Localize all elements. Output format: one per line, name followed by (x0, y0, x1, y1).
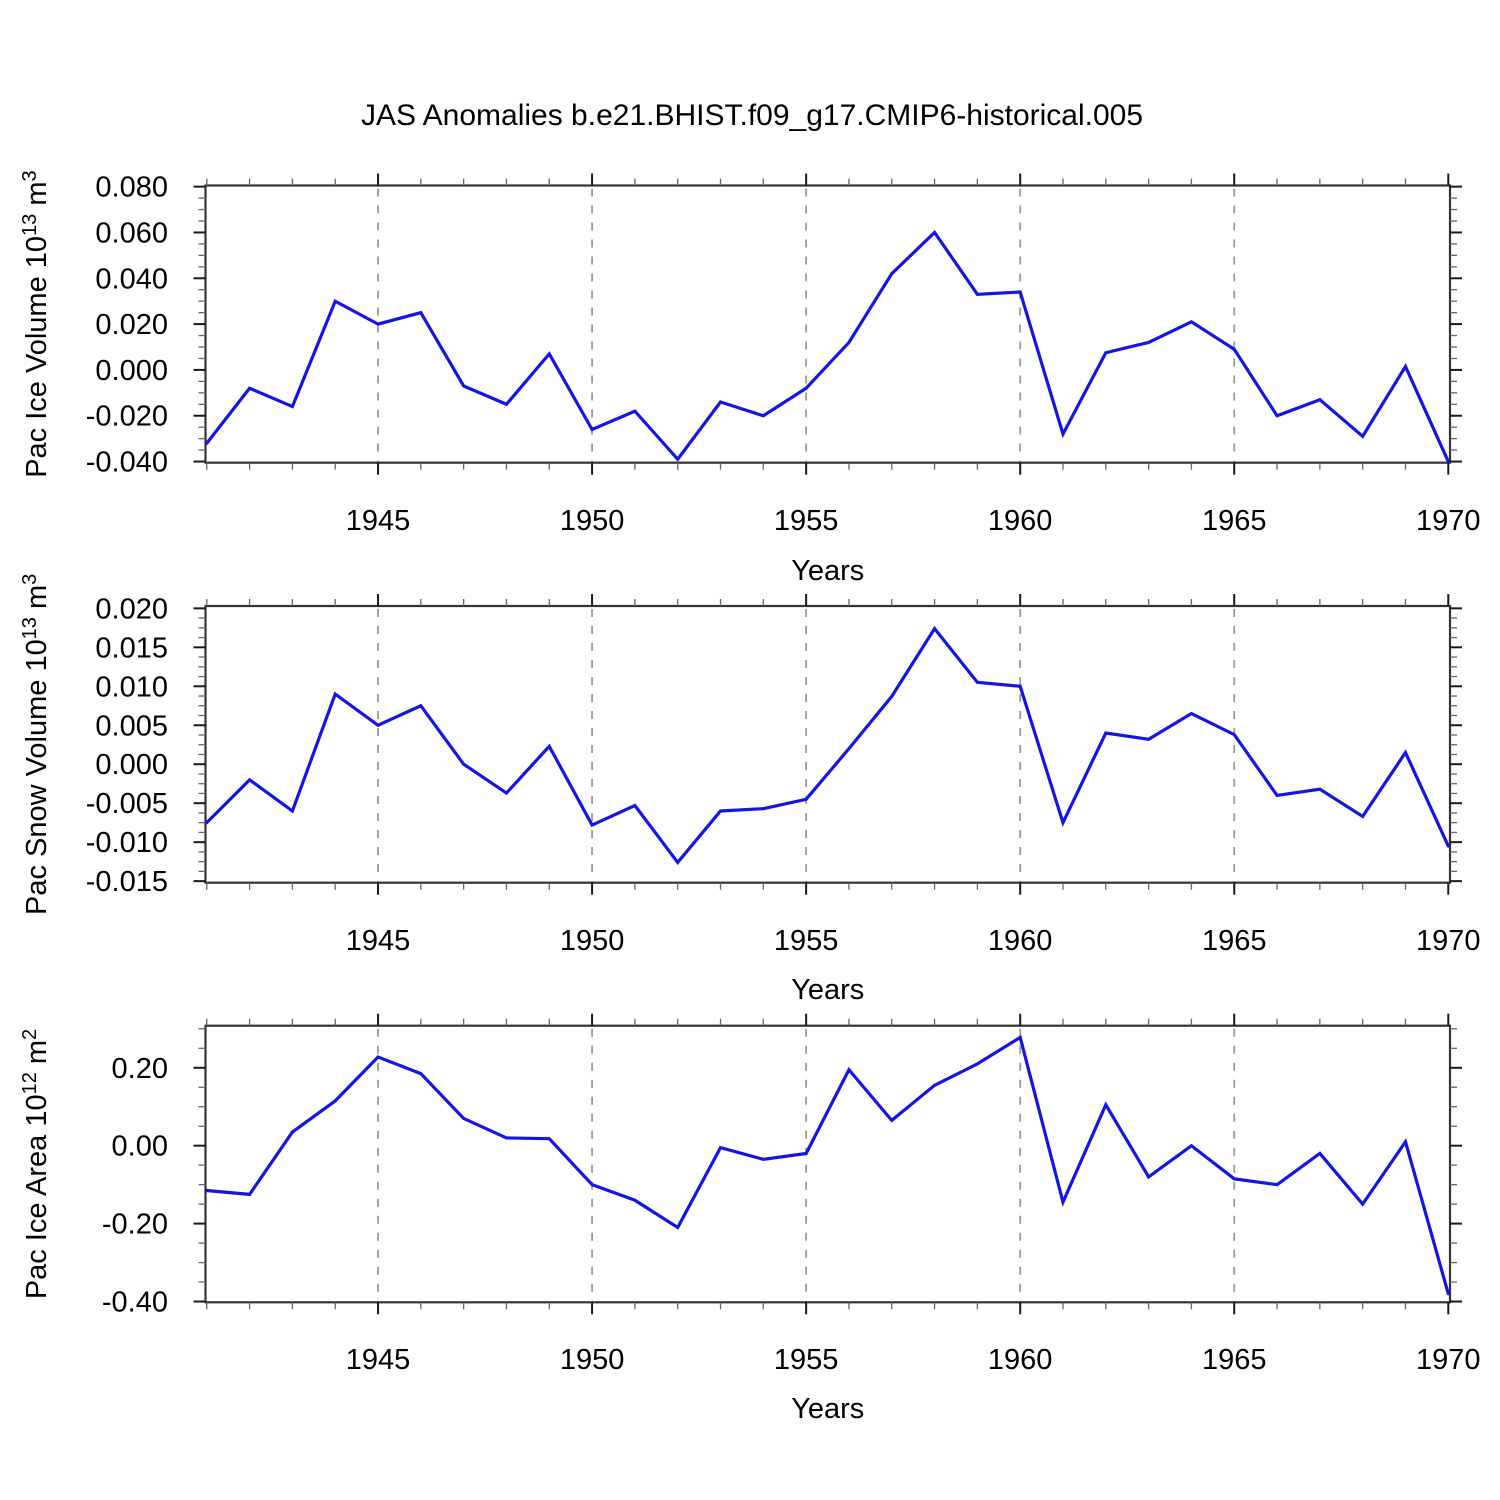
x-tick-label: 1955 (774, 1344, 839, 1376)
x-axis-title: Years (791, 1393, 864, 1425)
panel-2-tick-labels: 1945 1950 1955 1960 1965 1970 0.020 0.015 0.010 0… (86, 593, 1481, 957)
series-line-panel-2 (205, 625, 1450, 866)
x-tick-label: 1955 (774, 505, 839, 537)
y-axis-title: Pac Ice Volume 1013 m3 (19, 170, 53, 477)
y-tick-label: 0.000 (95, 749, 168, 781)
panel-1-gridlines (377, 188, 1236, 462)
y-tick-label: 0.005 (95, 710, 168, 742)
panel-1-ticks (193, 173, 1462, 475)
x-tick-label: 1945 (346, 1344, 411, 1376)
y-tick-label: 0.040 (95, 263, 168, 295)
x-tick-label: 1965 (1202, 1344, 1267, 1376)
plot-frame (204, 604, 1452, 884)
y-tick-label: 0.010 (95, 671, 168, 703)
plot-frame (204, 184, 1452, 464)
chart-title: JAS Anomalies b.e21.BHIST.f09_g17.CMIP6-… (361, 99, 1143, 132)
x-tick-label: 1945 (346, 925, 411, 957)
y-tick-label: -0.40 (102, 1287, 168, 1319)
y-tick-label: 0.20 (112, 1053, 168, 1085)
y-tick-label: 0.000 (95, 355, 168, 387)
series-line-panel-3 (205, 1034, 1450, 1296)
panel-2-ticks (193, 594, 1462, 895)
x-tick-label: 1970 (1416, 505, 1481, 537)
x-axis-title: Years (791, 974, 864, 1006)
x-tick-label: 1950 (560, 1344, 625, 1376)
panel-3-ticks (193, 1013, 1462, 1315)
y-tick-label: -0.20 (102, 1209, 168, 1241)
x-tick-label: 1965 (1202, 505, 1267, 537)
y-tick-label: 0.080 (95, 172, 168, 204)
panel-3: 1945 1950 1955 1960 1965 1970 0.20 0.00 -0.20 -0.… (19, 1013, 1481, 1425)
x-tick-label: 1950 (560, 925, 625, 957)
y-tick-label: 0.020 (95, 593, 168, 625)
y-tick-label: -0.020 (86, 401, 168, 433)
x-tick-label: 1955 (774, 925, 839, 957)
y-tick-label: -0.005 (86, 788, 168, 820)
y-axis-title: Pac Ice Area 1012 m2 (19, 1029, 53, 1299)
y-tick-label: -0.015 (86, 866, 168, 898)
panel-1-tick-labels: 1945 1950 1955 1960 1965 1970 0.080 0.060 0.040 0… (86, 172, 1481, 537)
x-tick-label: 1960 (988, 1344, 1053, 1376)
series-line-panel-1 (205, 230, 1450, 464)
x-axis-title: Years (791, 555, 864, 587)
y-tick-label: -0.040 (86, 447, 168, 479)
x-tick-label: 1945 (346, 505, 411, 537)
panel-2-gridlines (377, 609, 1236, 882)
x-tick-label: 1960 (988, 505, 1053, 537)
panel-3-gridlines (377, 1028, 1236, 1302)
y-tick-label: 0.015 (95, 632, 168, 664)
x-tick-label: 1970 (1416, 1344, 1481, 1376)
y-axis-title: Pac Snow Volume 1013 m3 (19, 574, 53, 915)
panel-3-tick-labels: 1945 1950 1955 1960 1965 1970 0.20 0.00 -0.20 -0.… (102, 1053, 1481, 1376)
x-tick-label: 1960 (988, 925, 1053, 957)
panel-2: 1945 1950 1955 1960 1965 1970 0.020 0.015 0.010 0… (19, 574, 1481, 1006)
x-tick-label: 1965 (1202, 925, 1267, 957)
y-tick-label: 0.00 (112, 1131, 168, 1163)
y-tick-label: -0.010 (86, 827, 168, 859)
x-tick-label: 1970 (1416, 925, 1481, 957)
plot-frame (204, 1024, 1452, 1304)
x-tick-label: 1950 (560, 505, 625, 537)
y-tick-label: 0.020 (95, 309, 168, 341)
panel-1: 1945 1950 1955 1960 1965 1970 0.080 0.060 0.040 0… (19, 170, 1481, 587)
y-tick-label: 0.060 (95, 217, 168, 249)
